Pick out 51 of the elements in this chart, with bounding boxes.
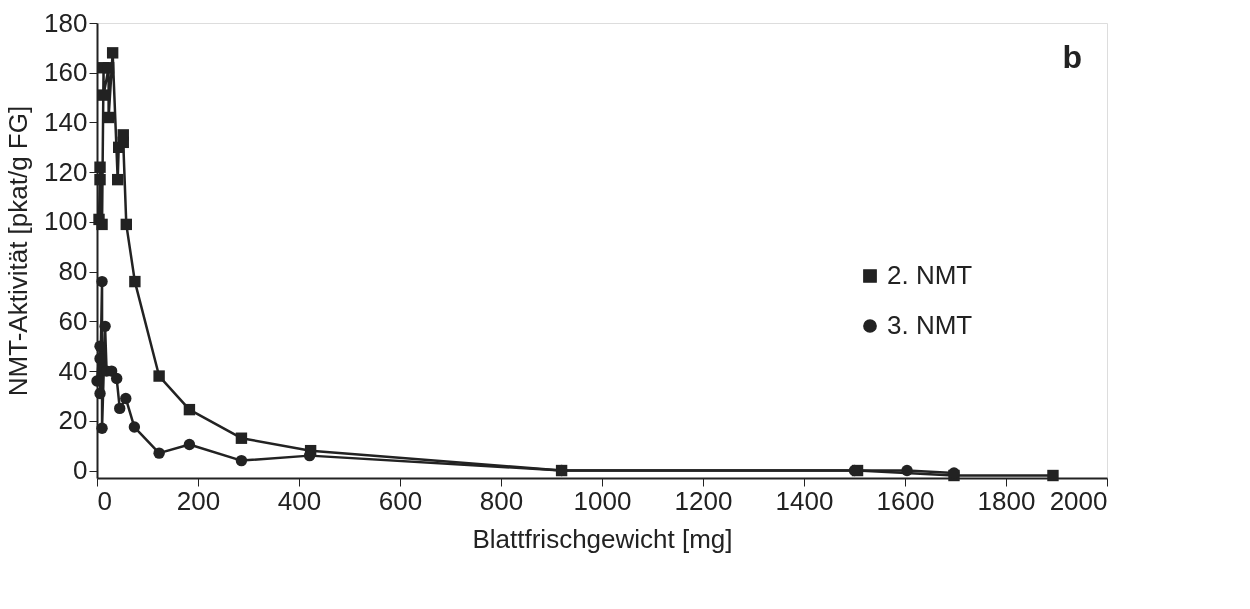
y-tick-label: 120 [44,156,88,187]
x-tick-label: 1000 [573,485,632,516]
y-tick-label: 20 [58,405,88,436]
point [901,464,913,477]
point [183,438,196,451]
point [102,62,115,74]
point [120,392,132,405]
point [129,275,141,288]
y-tick-label: 80 [58,256,88,287]
x-tick-label: 600 [378,485,423,516]
y-tick-label: 60 [58,305,88,336]
point [1047,469,1059,482]
point [153,447,165,459]
point [96,218,108,231]
x-tick-label: 1400 [775,485,834,516]
point [183,403,196,416]
x-axis-title: Blattfrischgewicht [mg] [472,523,733,554]
annotation: b [1062,39,1082,75]
point [94,173,106,186]
point [112,173,124,186]
x-tick-label: 200 [176,485,221,516]
y-tick-label: 180 [44,7,88,38]
point [106,47,119,59]
point [94,387,106,400]
y-tick-label: 40 [58,355,88,386]
point [235,432,248,444]
point [99,320,111,333]
point [235,454,248,467]
y-tick-label: 140 [44,106,88,137]
point [117,136,129,149]
point [110,372,123,385]
point [96,422,108,434]
y-tick-label: 0 [73,455,88,486]
legend-label: 3. NMT [887,310,973,340]
x-tick-label: 2000 [1049,485,1108,516]
point [120,218,132,231]
point [128,421,141,433]
y-tick-label: 160 [44,57,88,88]
x-tick-label: 800 [479,485,524,516]
point [96,275,108,288]
x-tick-label: 0 [97,485,112,516]
point [114,402,126,415]
legend-label: 2. NMT [887,260,973,290]
point [94,161,106,173]
x-tick-label: 1800 [977,485,1036,516]
x-tick-label: 1200 [674,485,733,516]
y-axis-title: NMT-Aktivität [pkat/g FG] [3,105,34,397]
x-tick-label: 400 [277,485,322,516]
point [153,370,165,382]
y-tick-label: 100 [44,206,88,237]
x-tick-label: 1600 [876,485,935,516]
